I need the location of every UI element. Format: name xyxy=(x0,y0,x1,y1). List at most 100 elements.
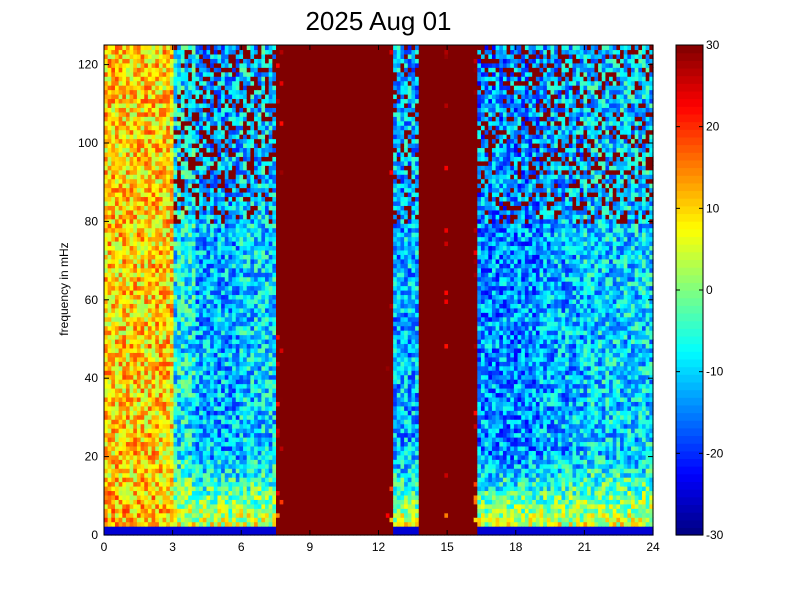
heatmap-cell xyxy=(114,125,120,131)
heatmap-cell xyxy=(257,383,262,389)
heatmap-cell xyxy=(221,298,226,304)
heatmap-cell xyxy=(111,102,116,108)
heatmap-cell xyxy=(235,347,241,353)
heatmap-cell xyxy=(243,410,248,416)
heatmap-cell xyxy=(166,432,171,438)
heatmap-cell xyxy=(147,85,153,91)
heatmap-cell xyxy=(235,111,241,117)
heatmap-cell xyxy=(191,428,197,434)
heatmap-cell xyxy=(243,401,248,407)
heatmap-cell xyxy=(228,160,233,166)
heatmap-cell xyxy=(239,472,244,478)
heatmap-cell xyxy=(257,428,262,434)
heatmap-cell xyxy=(217,343,222,349)
heatmap-cell xyxy=(184,276,189,282)
heatmap-cell xyxy=(254,392,259,398)
heatmap-cell xyxy=(210,49,215,55)
heatmap-cell xyxy=(206,245,211,251)
heatmap-cell xyxy=(206,392,211,398)
heatmap-cell xyxy=(188,379,193,385)
heatmap-cell xyxy=(191,303,197,309)
heatmap-cell xyxy=(261,339,266,345)
heatmap-cell xyxy=(114,120,120,126)
heatmap-cell xyxy=(235,192,241,198)
heatmap-cell xyxy=(243,85,248,91)
heatmap-cell xyxy=(129,156,134,162)
chart-title: 2025 Aug 01 xyxy=(305,6,452,36)
heatmap-cell xyxy=(136,374,142,380)
heatmap-cell xyxy=(133,134,138,140)
heatmap-cell xyxy=(232,499,237,505)
heatmap-cell xyxy=(188,432,193,438)
heatmap-cell xyxy=(191,290,197,296)
heatmap-cell xyxy=(210,218,215,224)
heatmap-cell xyxy=(140,156,145,162)
heatmap-cell xyxy=(151,169,156,175)
heatmap-cell xyxy=(144,325,149,331)
heatmap-cell xyxy=(268,347,273,353)
heatmap-cell xyxy=(133,339,138,345)
heatmap-cell xyxy=(257,307,262,313)
heatmap-cell xyxy=(125,272,131,278)
heatmap-cell xyxy=(166,517,171,523)
heatmap-cell xyxy=(177,209,182,215)
heatmap-cell xyxy=(111,494,116,500)
heatmap-cell xyxy=(254,183,259,189)
heatmap-cell xyxy=(213,89,219,95)
heatmap-cell xyxy=(195,388,200,394)
heatmap-cell xyxy=(235,463,241,469)
heatmap-cell xyxy=(210,165,215,171)
heatmap-cell xyxy=(202,254,208,260)
heatmap-cell xyxy=(129,352,134,358)
heatmap-cell xyxy=(162,205,167,211)
heatmap-cell xyxy=(162,432,167,438)
heatmap-cell xyxy=(162,169,167,175)
heatmap-cell xyxy=(235,187,241,193)
heatmap-cell xyxy=(158,151,164,157)
heatmap-cell xyxy=(257,281,262,287)
heatmap-cell xyxy=(133,450,138,456)
heatmap-cell xyxy=(140,111,145,117)
heatmap-cell xyxy=(257,205,262,211)
heatmap-cell xyxy=(136,481,142,487)
heatmap-cell xyxy=(261,379,266,385)
heatmap-cell xyxy=(195,263,200,269)
heatmap-cell xyxy=(202,89,208,95)
heatmap-cell xyxy=(221,499,226,505)
heatmap-cell xyxy=(221,352,226,358)
heatmap-cell xyxy=(169,508,175,514)
heatmap-cell xyxy=(232,530,237,536)
heatmap-cell xyxy=(155,276,160,282)
heatmap-cell xyxy=(184,45,189,51)
heatmap-cell xyxy=(243,437,248,443)
heatmap-cell xyxy=(133,379,138,385)
heatmap-cell xyxy=(162,481,167,487)
heatmap-cell xyxy=(257,71,262,77)
heatmap-cell xyxy=(250,232,255,238)
heatmap-cell xyxy=(173,307,178,313)
heatmap-cell xyxy=(166,183,171,189)
heatmap-cell xyxy=(239,49,244,55)
heatmap-cell xyxy=(133,116,138,122)
heatmap-cell xyxy=(147,432,153,438)
heatmap-cell xyxy=(118,209,123,215)
heatmap-cell xyxy=(195,459,200,465)
heatmap-cell xyxy=(166,236,171,242)
heatmap-cell xyxy=(169,85,175,91)
heatmap-cell xyxy=(111,94,116,100)
heatmap-cell xyxy=(210,307,215,313)
heatmap-cell xyxy=(169,481,175,487)
heatmap-cell xyxy=(169,410,175,416)
heatmap-cell xyxy=(162,125,167,131)
heatmap-cell xyxy=(136,209,142,215)
heatmap-cell xyxy=(184,454,189,460)
heatmap-cell xyxy=(265,298,270,304)
heatmap-cell xyxy=(268,486,273,492)
heatmap-cell xyxy=(188,281,193,287)
heatmap-cell xyxy=(155,490,160,496)
heatmap-cell xyxy=(144,267,149,273)
heatmap-cell xyxy=(195,361,200,367)
heatmap-cell xyxy=(217,388,222,394)
heatmap-cell xyxy=(173,352,178,358)
heatmap-cell xyxy=(133,45,138,51)
